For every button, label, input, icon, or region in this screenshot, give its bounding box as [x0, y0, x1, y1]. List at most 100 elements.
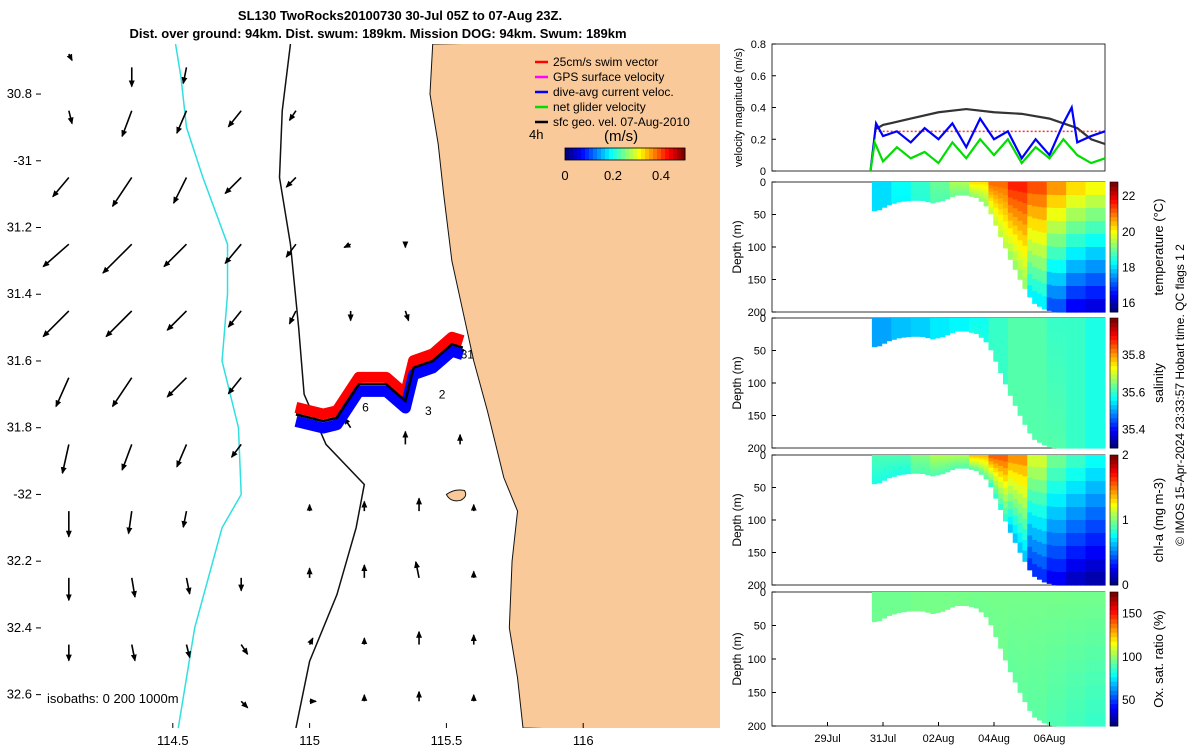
section-cell	[969, 320, 975, 323]
section-cell	[954, 183, 960, 186]
section-cell	[939, 182, 946, 185]
section-cell	[1032, 527, 1038, 541]
section-cell	[1051, 356, 1058, 371]
section-cell	[1027, 651, 1033, 664]
section-cell	[1085, 344, 1092, 358]
section-cell	[1095, 468, 1101, 482]
section-cell	[886, 459, 892, 463]
section-cell	[1080, 344, 1087, 358]
section-cell	[930, 594, 936, 597]
section-cell	[930, 200, 936, 204]
section-cell	[1085, 605, 1092, 620]
section-cell	[1046, 658, 1053, 672]
colorbar-cell	[585, 148, 590, 160]
section-cell	[998, 318, 1004, 325]
section-cell	[1090, 409, 1096, 423]
section-cell	[1051, 421, 1058, 436]
section-cell	[871, 202, 878, 206]
section-cell	[925, 596, 931, 599]
section-cell	[1051, 343, 1058, 358]
section-cell	[871, 184, 878, 189]
section-cell	[944, 593, 951, 597]
section-cell	[935, 455, 941, 458]
geo-velocity-arrow	[42, 243, 70, 268]
section-cell	[1041, 480, 1048, 494]
section-cell	[964, 466, 970, 469]
section-cell	[905, 469, 912, 473]
section-colorbar-cell	[1110, 268, 1118, 274]
section-cell	[896, 604, 902, 607]
section-cell	[983, 596, 990, 600]
section-cell	[935, 470, 941, 474]
section-cell	[1071, 344, 1077, 358]
section-cell	[886, 186, 892, 190]
section-cell	[876, 606, 883, 610]
section-colorbar-cell	[1110, 580, 1118, 586]
section-colorbar-cell	[1110, 303, 1118, 309]
section-cell	[1046, 284, 1053, 299]
section-cell	[969, 325, 975, 328]
section-cell	[1037, 429, 1043, 443]
section-cell	[1003, 228, 1009, 236]
section-cell	[988, 321, 994, 325]
section-cell	[871, 343, 878, 348]
section-cell	[983, 604, 990, 608]
section-cell	[876, 187, 883, 191]
section-cell	[920, 471, 926, 475]
section-cell	[1046, 318, 1053, 332]
section-cell	[1061, 422, 1067, 436]
section-cell	[1032, 467, 1038, 480]
section-cell	[1032, 291, 1038, 304]
section-cell	[920, 329, 926, 332]
section-cell	[896, 596, 902, 599]
geo-velocity-arrow	[230, 443, 242, 458]
section-cell	[1007, 318, 1014, 327]
section-cell	[1032, 366, 1038, 380]
section-cell	[949, 603, 956, 607]
section-cell	[1056, 286, 1062, 300]
section-colorbar-cell	[1110, 374, 1118, 380]
section-cell	[1051, 220, 1058, 235]
section-cell	[1022, 486, 1028, 499]
section-cell	[993, 182, 999, 187]
section-cell	[1041, 505, 1048, 520]
section-colorbar-cell	[1110, 703, 1118, 709]
section-cell	[1017, 642, 1024, 653]
section-cell	[915, 469, 922, 472]
section-cell	[993, 212, 999, 218]
section-cell	[1056, 468, 1062, 482]
section-cell	[1090, 481, 1096, 495]
section-cell	[886, 338, 892, 342]
geo-velocity-arrow	[224, 243, 242, 265]
section-cell	[949, 326, 956, 329]
velocity-y-tick-label: 0.2	[751, 134, 766, 146]
section-cell	[944, 328, 951, 331]
section-cell	[1022, 371, 1028, 383]
section-cell	[1003, 455, 1009, 463]
section-cell	[1007, 205, 1014, 214]
section-cell	[998, 230, 1004, 238]
section-cell	[925, 470, 931, 474]
section-cell	[944, 598, 951, 602]
geo-velocity-arrow	[176, 444, 188, 468]
section-colorbar-cell	[1110, 559, 1118, 564]
section-cell	[1056, 273, 1062, 287]
colorbar-cell	[677, 148, 682, 160]
section-cell	[1037, 504, 1043, 518]
section-cell	[959, 188, 965, 191]
section-cell	[1027, 250, 1033, 263]
section-cell	[1046, 420, 1053, 435]
section-cell	[905, 597, 912, 601]
section-cell	[901, 607, 907, 611]
section-cell	[1100, 247, 1106, 261]
section-cell	[930, 459, 936, 462]
section-cell	[1085, 331, 1092, 345]
section-colorbar-frame	[1109, 181, 1119, 313]
section-cell	[876, 193, 883, 197]
section-cell	[1012, 600, 1019, 611]
section-cell	[983, 471, 990, 475]
section-y-tick-label: 100	[748, 654, 766, 666]
section-cell	[1037, 604, 1043, 619]
section-cell	[896, 458, 902, 462]
section-cell	[935, 319, 941, 323]
